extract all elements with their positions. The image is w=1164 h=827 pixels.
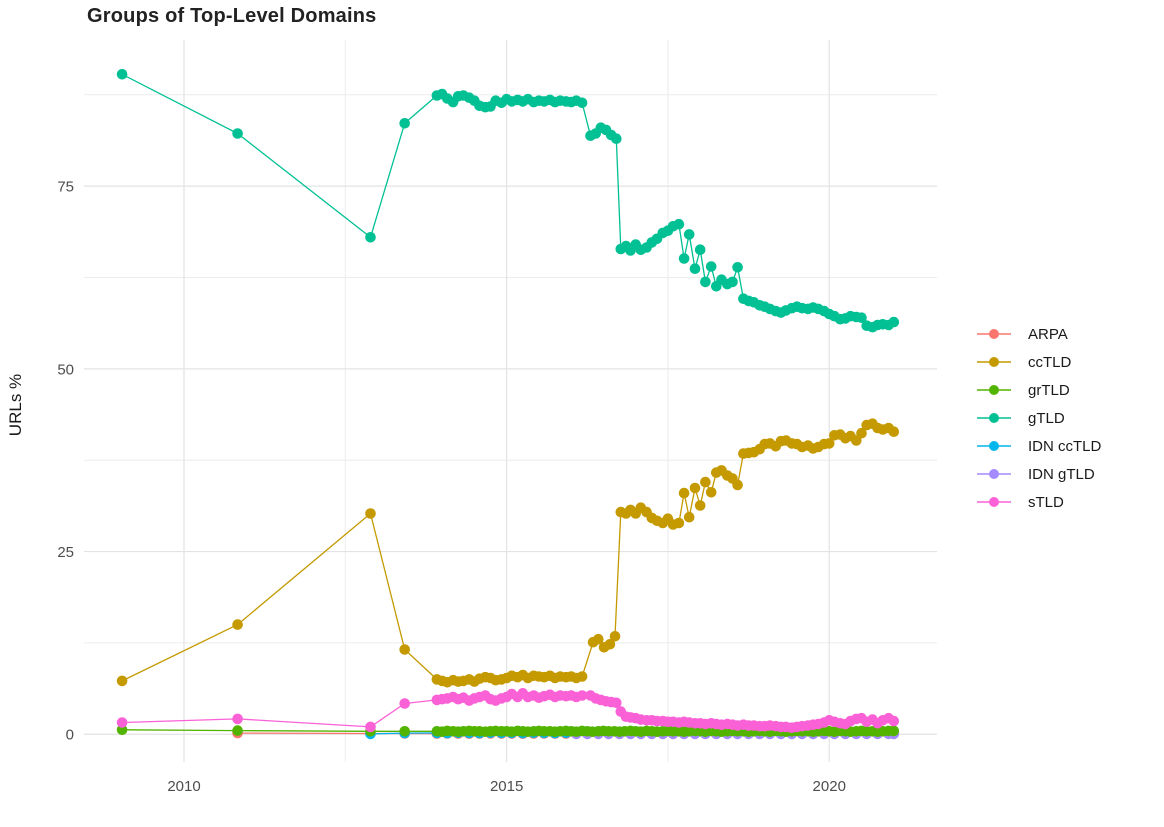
legend-key-icon [977, 441, 1011, 451]
data-point [593, 633, 604, 645]
data-point [673, 218, 685, 230]
legend-key-point [989, 413, 999, 423]
x-tick-label: 2010 [167, 778, 200, 795]
series-line-gtld [121, 73, 895, 328]
data-point [732, 262, 743, 273]
legend-label: IDN ccTLD [1028, 437, 1102, 455]
data-point [611, 697, 622, 709]
legend-key-point [989, 385, 999, 395]
data-point [888, 316, 900, 328]
data-point [673, 517, 685, 529]
legend-key-icon [977, 497, 1011, 507]
data-point [823, 438, 835, 449]
data-point [888, 725, 900, 737]
legend-key-icon [977, 385, 1011, 395]
legend-item-cctld: ccTLD [976, 348, 1101, 376]
data-point [678, 253, 690, 264]
data-point [689, 482, 701, 494]
data-point [399, 644, 411, 655]
y-axis-title: URLs % [6, 373, 25, 437]
data-point [705, 487, 717, 498]
data-point [232, 128, 243, 139]
legend-label: gTLD [1028, 409, 1065, 427]
series-points-stld [116, 688, 900, 733]
data-point [576, 690, 588, 701]
data-point [611, 133, 622, 144]
data-point [694, 500, 706, 511]
data-point [856, 312, 867, 324]
x-tick-label: 2020 [813, 778, 846, 795]
data-point [700, 476, 711, 488]
data-point [856, 427, 867, 439]
data-point [232, 713, 243, 725]
data-point [399, 118, 411, 129]
data-point [694, 244, 706, 255]
data-point [365, 721, 376, 733]
series-line-cctld [121, 423, 895, 683]
data-point [851, 435, 862, 446]
data-point [576, 671, 588, 682]
legend-key-icon [977, 357, 1011, 367]
legend-key-icon [977, 469, 1011, 479]
data-point [888, 715, 900, 727]
data-point [365, 508, 376, 519]
data-point [116, 675, 128, 687]
data-point [116, 717, 128, 728]
data-point [116, 69, 128, 80]
legend-item-gtld: gTLD [976, 404, 1101, 432]
legend-key-point [989, 329, 999, 339]
data-point [700, 276, 711, 288]
legend-label: IDN gTLD [1028, 465, 1095, 483]
legend-label: ccTLD [1028, 353, 1072, 371]
legend-key-point [989, 357, 999, 367]
x-tick-label: 2015 [490, 778, 523, 795]
legend-item-idn-cctld: IDN ccTLD [976, 432, 1101, 460]
legend-key-point [989, 497, 999, 507]
data-point [232, 725, 243, 736]
data-point [399, 698, 411, 709]
gridlines [84, 40, 937, 762]
legend: ARPA ccTLD grTLD gTLD IDN ccTLD IDN gTLD sTLD [976, 320, 1101, 516]
y-tick-label: 0 [66, 727, 74, 744]
legend-label: grTLD [1028, 381, 1070, 399]
data-point [678, 487, 690, 499]
data-point [705, 261, 717, 272]
series-points-cctld [116, 418, 900, 688]
series-points-grtld [116, 724, 900, 737]
legend-key-icon [977, 413, 1011, 423]
legend-item-idn-gtld: IDN gTLD [976, 460, 1101, 488]
data-point [732, 479, 743, 491]
data-point [683, 229, 695, 240]
data-point [576, 97, 588, 109]
data-point [609, 631, 621, 642]
data-point [116, 724, 128, 736]
legend-item-arpa: ARPA [976, 320, 1101, 348]
data-point [365, 232, 376, 243]
data-point [727, 276, 738, 288]
legend-item-stld: sTLD [976, 488, 1101, 516]
y-tick-label: 50 [57, 361, 74, 378]
legend-key-icon [977, 329, 1011, 339]
data-point [399, 726, 411, 737]
legend-item-grtld: grTLD [976, 376, 1101, 404]
y-tick-label: 75 [57, 179, 74, 196]
legend-label: ARPA [1028, 325, 1068, 343]
series-points-gtld [116, 69, 900, 333]
legend-key-point [989, 441, 999, 451]
data-point [604, 639, 616, 650]
data-point [689, 263, 701, 275]
legend-key-point [989, 469, 999, 479]
data-point [232, 619, 243, 630]
chart-title: Groups of Top-Level Domains [87, 5, 377, 27]
data-point [888, 426, 900, 438]
y-tick-label: 25 [57, 544, 74, 561]
legend-label: sTLD [1028, 493, 1064, 511]
data-point [683, 511, 695, 523]
